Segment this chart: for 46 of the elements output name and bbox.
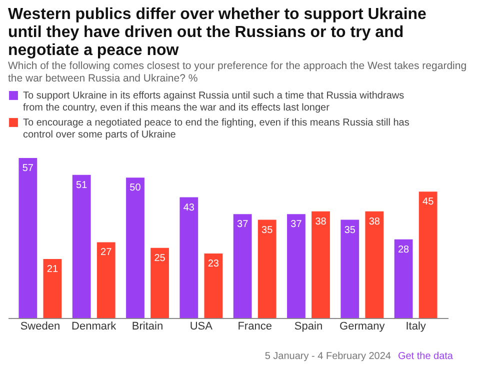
bar — [96, 242, 116, 318]
bar — [18, 158, 38, 318]
x-tick-label: Britain — [132, 320, 164, 332]
bar — [287, 214, 306, 318]
data-label: 35 — [344, 224, 356, 236]
bar — [72, 174, 91, 318]
bar — [126, 178, 144, 318]
legend-label: To support Ukraine in its efforts against Russia until such a time that Russia withdraws from the country, even if this means the war and its effects last longer — [23, 90, 404, 114]
bar — [418, 192, 438, 318]
x-tick-label: Germany — [340, 320, 386, 332]
data-label: 43 — [183, 202, 195, 214]
data-label: 38 — [315, 216, 327, 228]
bar — [394, 239, 413, 318]
data-label: 23 — [208, 258, 220, 270]
text: 5 January - 4 February 2024 — [264, 351, 392, 362]
data-label: 51 — [76, 180, 88, 191]
bar — [204, 253, 223, 318]
data-label: 27 — [100, 247, 112, 258]
data-label: 25 — [154, 252, 166, 264]
bar — [233, 214, 252, 318]
data-label: 38 — [368, 216, 380, 228]
x-tick-label: Denmark — [72, 320, 117, 332]
bar — [150, 248, 169, 318]
data-label: 57 — [22, 163, 34, 174]
data-label: 35 — [262, 224, 274, 236]
data-label: 21 — [46, 264, 58, 276]
data-label: 50 — [130, 182, 142, 194]
bar — [258, 220, 276, 318]
legend-label: To encourage a negotiated peace to end the fighting, even if this means Russia still has control over some parts of Ukraine — [23, 118, 410, 140]
x-tick-label: France — [238, 320, 272, 332]
data-label: 28 — [398, 244, 410, 256]
data-label: 37 — [237, 219, 249, 230]
x-tick-label: Spain — [294, 320, 323, 332]
bar — [43, 259, 62, 318]
text: Get the data — [398, 351, 454, 362]
bar — [340, 220, 360, 318]
x-tick-label: Italy — [406, 320, 426, 332]
data-label: 45 — [422, 196, 434, 208]
bar — [312, 211, 330, 318]
data-label: 37 — [290, 219, 302, 230]
bar — [365, 211, 384, 318]
chart-title: Western publics differ over whether to support Ukraine until they have driven out the Russians or to try and negotiate a peace now — [8, 6, 427, 59]
x-tick-label: USA — [190, 320, 214, 332]
bar — [180, 197, 198, 318]
x-tick-label: Sweden — [20, 320, 60, 332]
chart-subtitle: Which of the following comes closest to your preference for the approach the West takes regarding the war between Russia and Ukraine? % — [8, 60, 467, 84]
